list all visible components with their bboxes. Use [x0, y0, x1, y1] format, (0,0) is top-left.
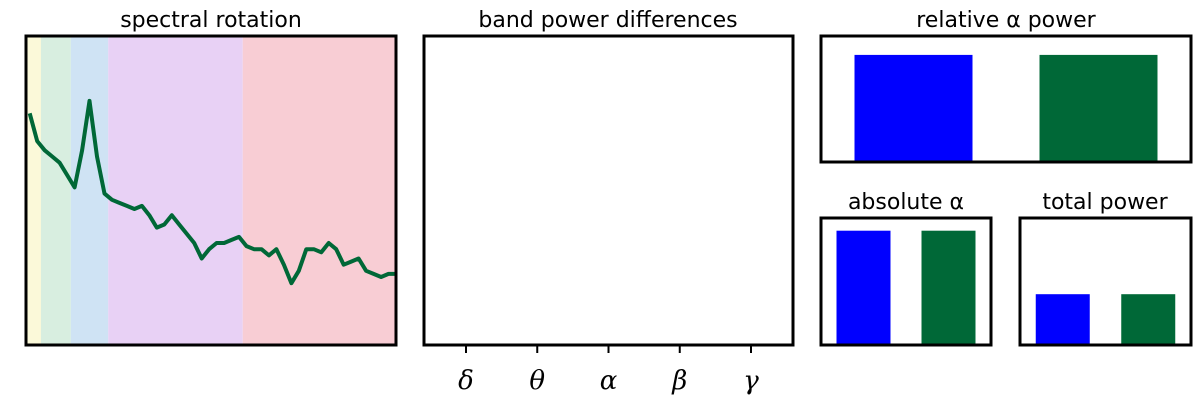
spectral-line	[27, 98, 396, 286]
relative-alpha-title: relative α power	[916, 8, 1096, 33]
total-power-title: total power	[1042, 190, 1168, 215]
spectral-rotation-frame	[24, 34, 398, 347]
band-gamma	[242, 36, 396, 345]
spectral-rotation-panel: spectral rotation	[24, 8, 398, 347]
absolute-alpha-bars	[836, 230, 976, 345]
bar	[1035, 294, 1090, 345]
bar	[1121, 294, 1176, 345]
relative-alpha-panel: relative α power	[819, 8, 1193, 164]
band-power-differences-frame	[422, 34, 795, 347]
bar	[921, 230, 976, 345]
absolute-alpha-frame	[819, 216, 993, 347]
band-power-differences-panel: band power differences δ θ α β γ	[422, 8, 795, 396]
total-power-frame	[1018, 216, 1193, 347]
bar	[1039, 54, 1158, 162]
tick-label: δ	[458, 366, 474, 396]
total-power-panel: total power	[1018, 190, 1193, 347]
tick-label: θ	[529, 366, 545, 396]
frequency-bands	[26, 36, 396, 345]
spectral-rotation-title: spectral rotation	[120, 8, 302, 33]
relative-alpha-bars	[854, 54, 1158, 162]
total-power-bars	[1035, 294, 1176, 345]
tick-label: α	[600, 366, 618, 396]
bar	[836, 230, 891, 345]
bar	[854, 54, 973, 162]
band-beta	[108, 36, 243, 345]
tick-label: β	[671, 366, 687, 396]
relative-alpha-frame	[819, 34, 1193, 164]
tick-label: γ	[743, 366, 759, 396]
absolute-alpha-title: absolute α	[848, 190, 964, 215]
band-theta	[40, 36, 71, 345]
band-delta	[26, 36, 41, 345]
absolute-alpha-panel: absolute α	[819, 190, 993, 347]
band-power-differences-title: band power differences	[478, 8, 737, 33]
